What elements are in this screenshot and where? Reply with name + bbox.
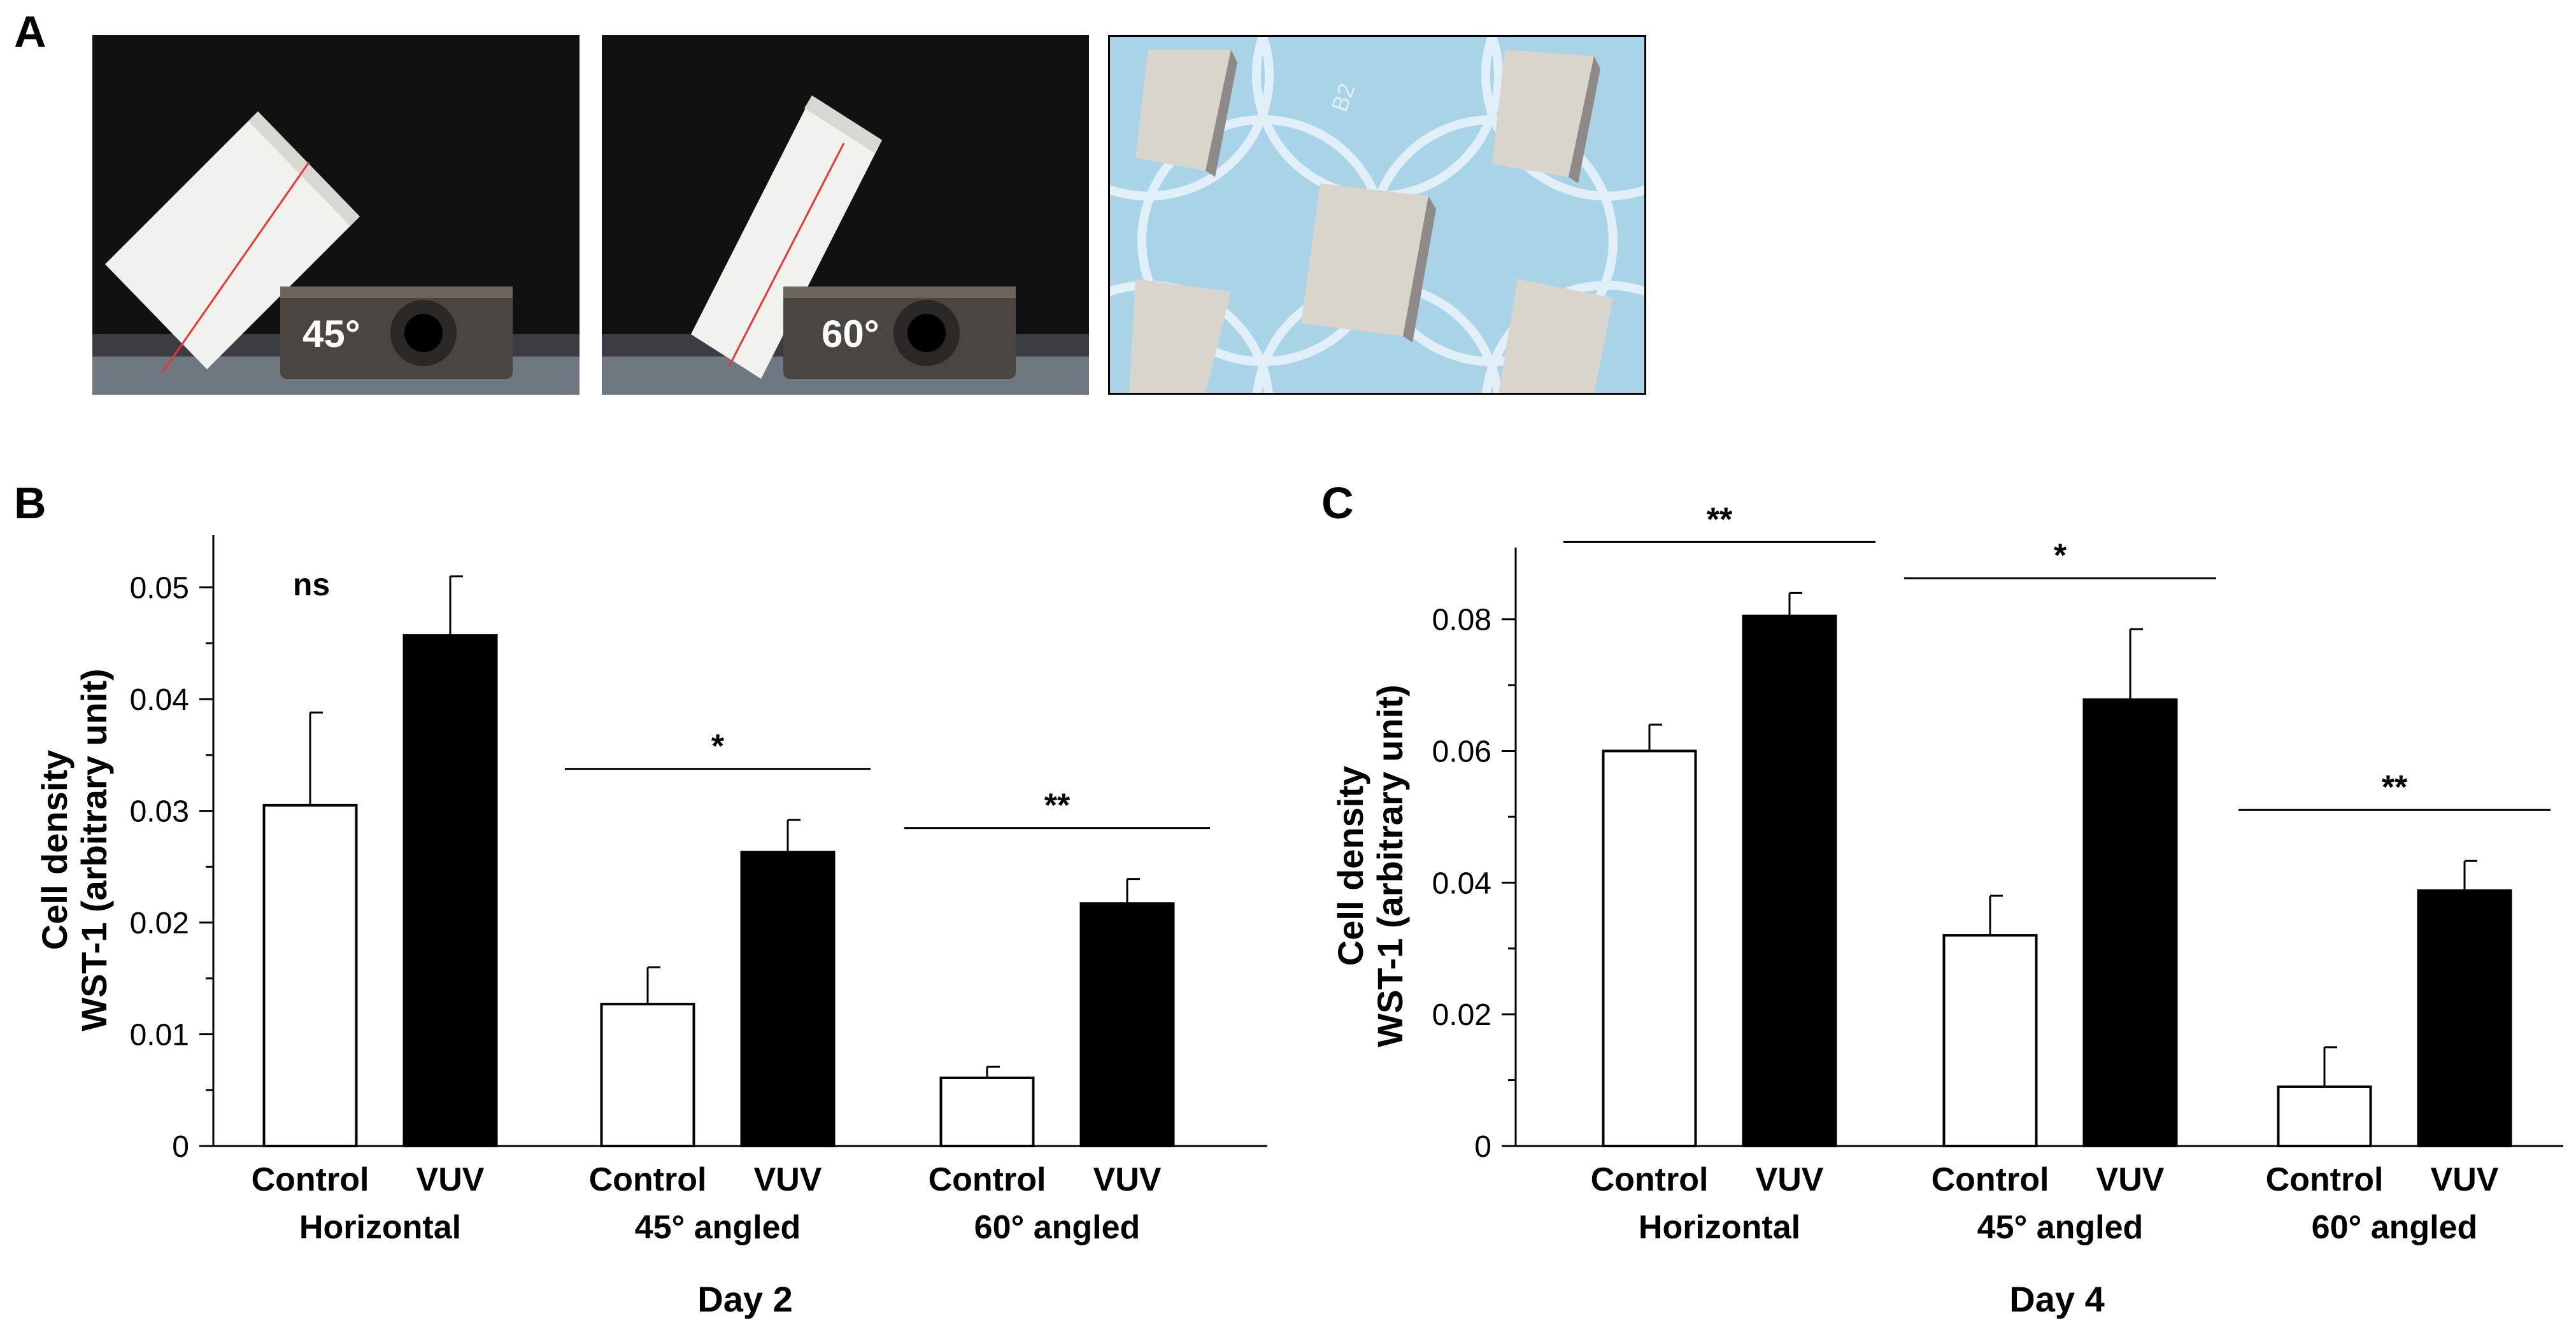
chart-c-series-label-vuv: VUV (2096, 1161, 2165, 1198)
chart-b-series-label-vuv: VUV (754, 1161, 822, 1198)
chart-c-series-label-control: Control (1591, 1161, 1709, 1198)
chart-c-y-axis-label: WST-1 (arbitrary unit) (1370, 684, 1410, 1047)
chart-b-significance-label: ns (293, 567, 330, 602)
chart-b-series-label-control: Control (252, 1161, 369, 1198)
chart-b-y-tick-label: 0 (172, 1130, 189, 1164)
chart-b-y-tick-label: 0.05 (130, 572, 189, 605)
chart-c-day4: 0 0.02 0.04 0.06 0.08 Cell density WST-1 (arbi… (1330, 501, 2563, 1319)
chart-b-bar-vuv (1079, 902, 1175, 1148)
chart-b-group-label: Horizontal (299, 1209, 461, 1246)
photo-60-degree-specimen: 60° (602, 35, 1089, 395)
panel-letter-b: B (14, 478, 46, 528)
photo-45-illustration: 45° (92, 35, 580, 395)
chart-b-group-label: 45° angled (635, 1209, 801, 1246)
chart-c-bar-control (1942, 934, 2038, 1147)
chart-c-bar-control (2277, 1085, 2372, 1148)
chart-b-y-axis-label: WST-1 (arbitrary unit) (74, 668, 114, 1031)
chart-c-series-label-vuv: VUV (1756, 1161, 1824, 1198)
chart-c-significance-label: * (2054, 537, 2067, 574)
chart-c-bar-vuv (2417, 889, 2512, 1147)
photo-45-angle-label: 45° (302, 313, 360, 355)
chart-c-y-tick-label: 0.08 (1432, 604, 1491, 637)
chart-c-series-label-vuv: VUV (2431, 1161, 2499, 1198)
chart-b-x-axis-label: Day 2 (697, 1279, 792, 1319)
photo-60-angle-label: 60° (822, 313, 879, 355)
chart-c-y-tick-label: 0.02 (1432, 998, 1491, 1032)
chart-c-group-label: 60° angled (2312, 1209, 2478, 1246)
chart-c-bar-vuv (2082, 698, 2178, 1147)
chart-b-series-label-control: Control (929, 1161, 1046, 1198)
panel-letter-a: A (14, 7, 46, 57)
chart-b-series-label-vuv: VUV (416, 1161, 485, 1198)
panel-letter-c: C (1321, 478, 1354, 528)
chart-b-bar-control (262, 803, 358, 1147)
chart-c-significance-label: ** (2382, 769, 2408, 806)
chart-c-bar-vuv (1742, 614, 1837, 1147)
chart-b-bar-vuv (402, 634, 498, 1147)
chart-b-series-label-vuv: VUV (1093, 1161, 1162, 1198)
photo-45-degree-specimen: 45° (92, 35, 580, 395)
chart-b-y-tick-label: 0.04 (130, 683, 189, 717)
chart-b-y-axis-label: Cell density (34, 750, 75, 950)
chart-c-bar-control (1602, 749, 1697, 1147)
chart-c-x-axis-label: Day 4 (2009, 1279, 2104, 1319)
chart-c-y-tick-label: 0.06 (1432, 735, 1491, 769)
chart-b-y-tick-label: 0.03 (130, 795, 189, 829)
photo-well-plate: B2 (1108, 35, 1646, 395)
chart-c-significance-label: ** (1707, 501, 1733, 538)
chart-c-series-label-control: Control (2266, 1161, 2384, 1198)
chart-b-bar-control (939, 1076, 1035, 1148)
chart-b-group-label: 60° angled (974, 1209, 1141, 1246)
photo-60-illustration: 60° (602, 35, 1089, 395)
chart-b-significance-label: ** (1044, 788, 1071, 824)
chart-c-group-label: Horizontal (1639, 1209, 1800, 1246)
chart-b-significance-label: * (711, 728, 725, 765)
chart-b-bar-vuv (740, 851, 836, 1148)
chart-b-series-label-control: Control (589, 1161, 707, 1198)
well-plate-illustration: B2 (1110, 37, 1644, 393)
chart-b-y-tick-label: 0.02 (130, 907, 189, 940)
chart-c-series-label-control: Control (1932, 1161, 2049, 1198)
chart-c-y-axis-label: Cell density (1330, 766, 1370, 966)
chart-b-y-tick-label: 0.01 (130, 1019, 189, 1052)
chart-b-day2: 0 0.01 0.02 0.03 0.04 0.05 Cell density WST-1 (… (34, 535, 1267, 1319)
chart-c-y-tick-label: 0 (1474, 1130, 1491, 1164)
chart-c-group-label: 45° angled (1977, 1209, 2144, 1246)
chart-c-y-tick-label: 0.04 (1432, 867, 1491, 900)
chart-b-bar-control (600, 1003, 695, 1147)
